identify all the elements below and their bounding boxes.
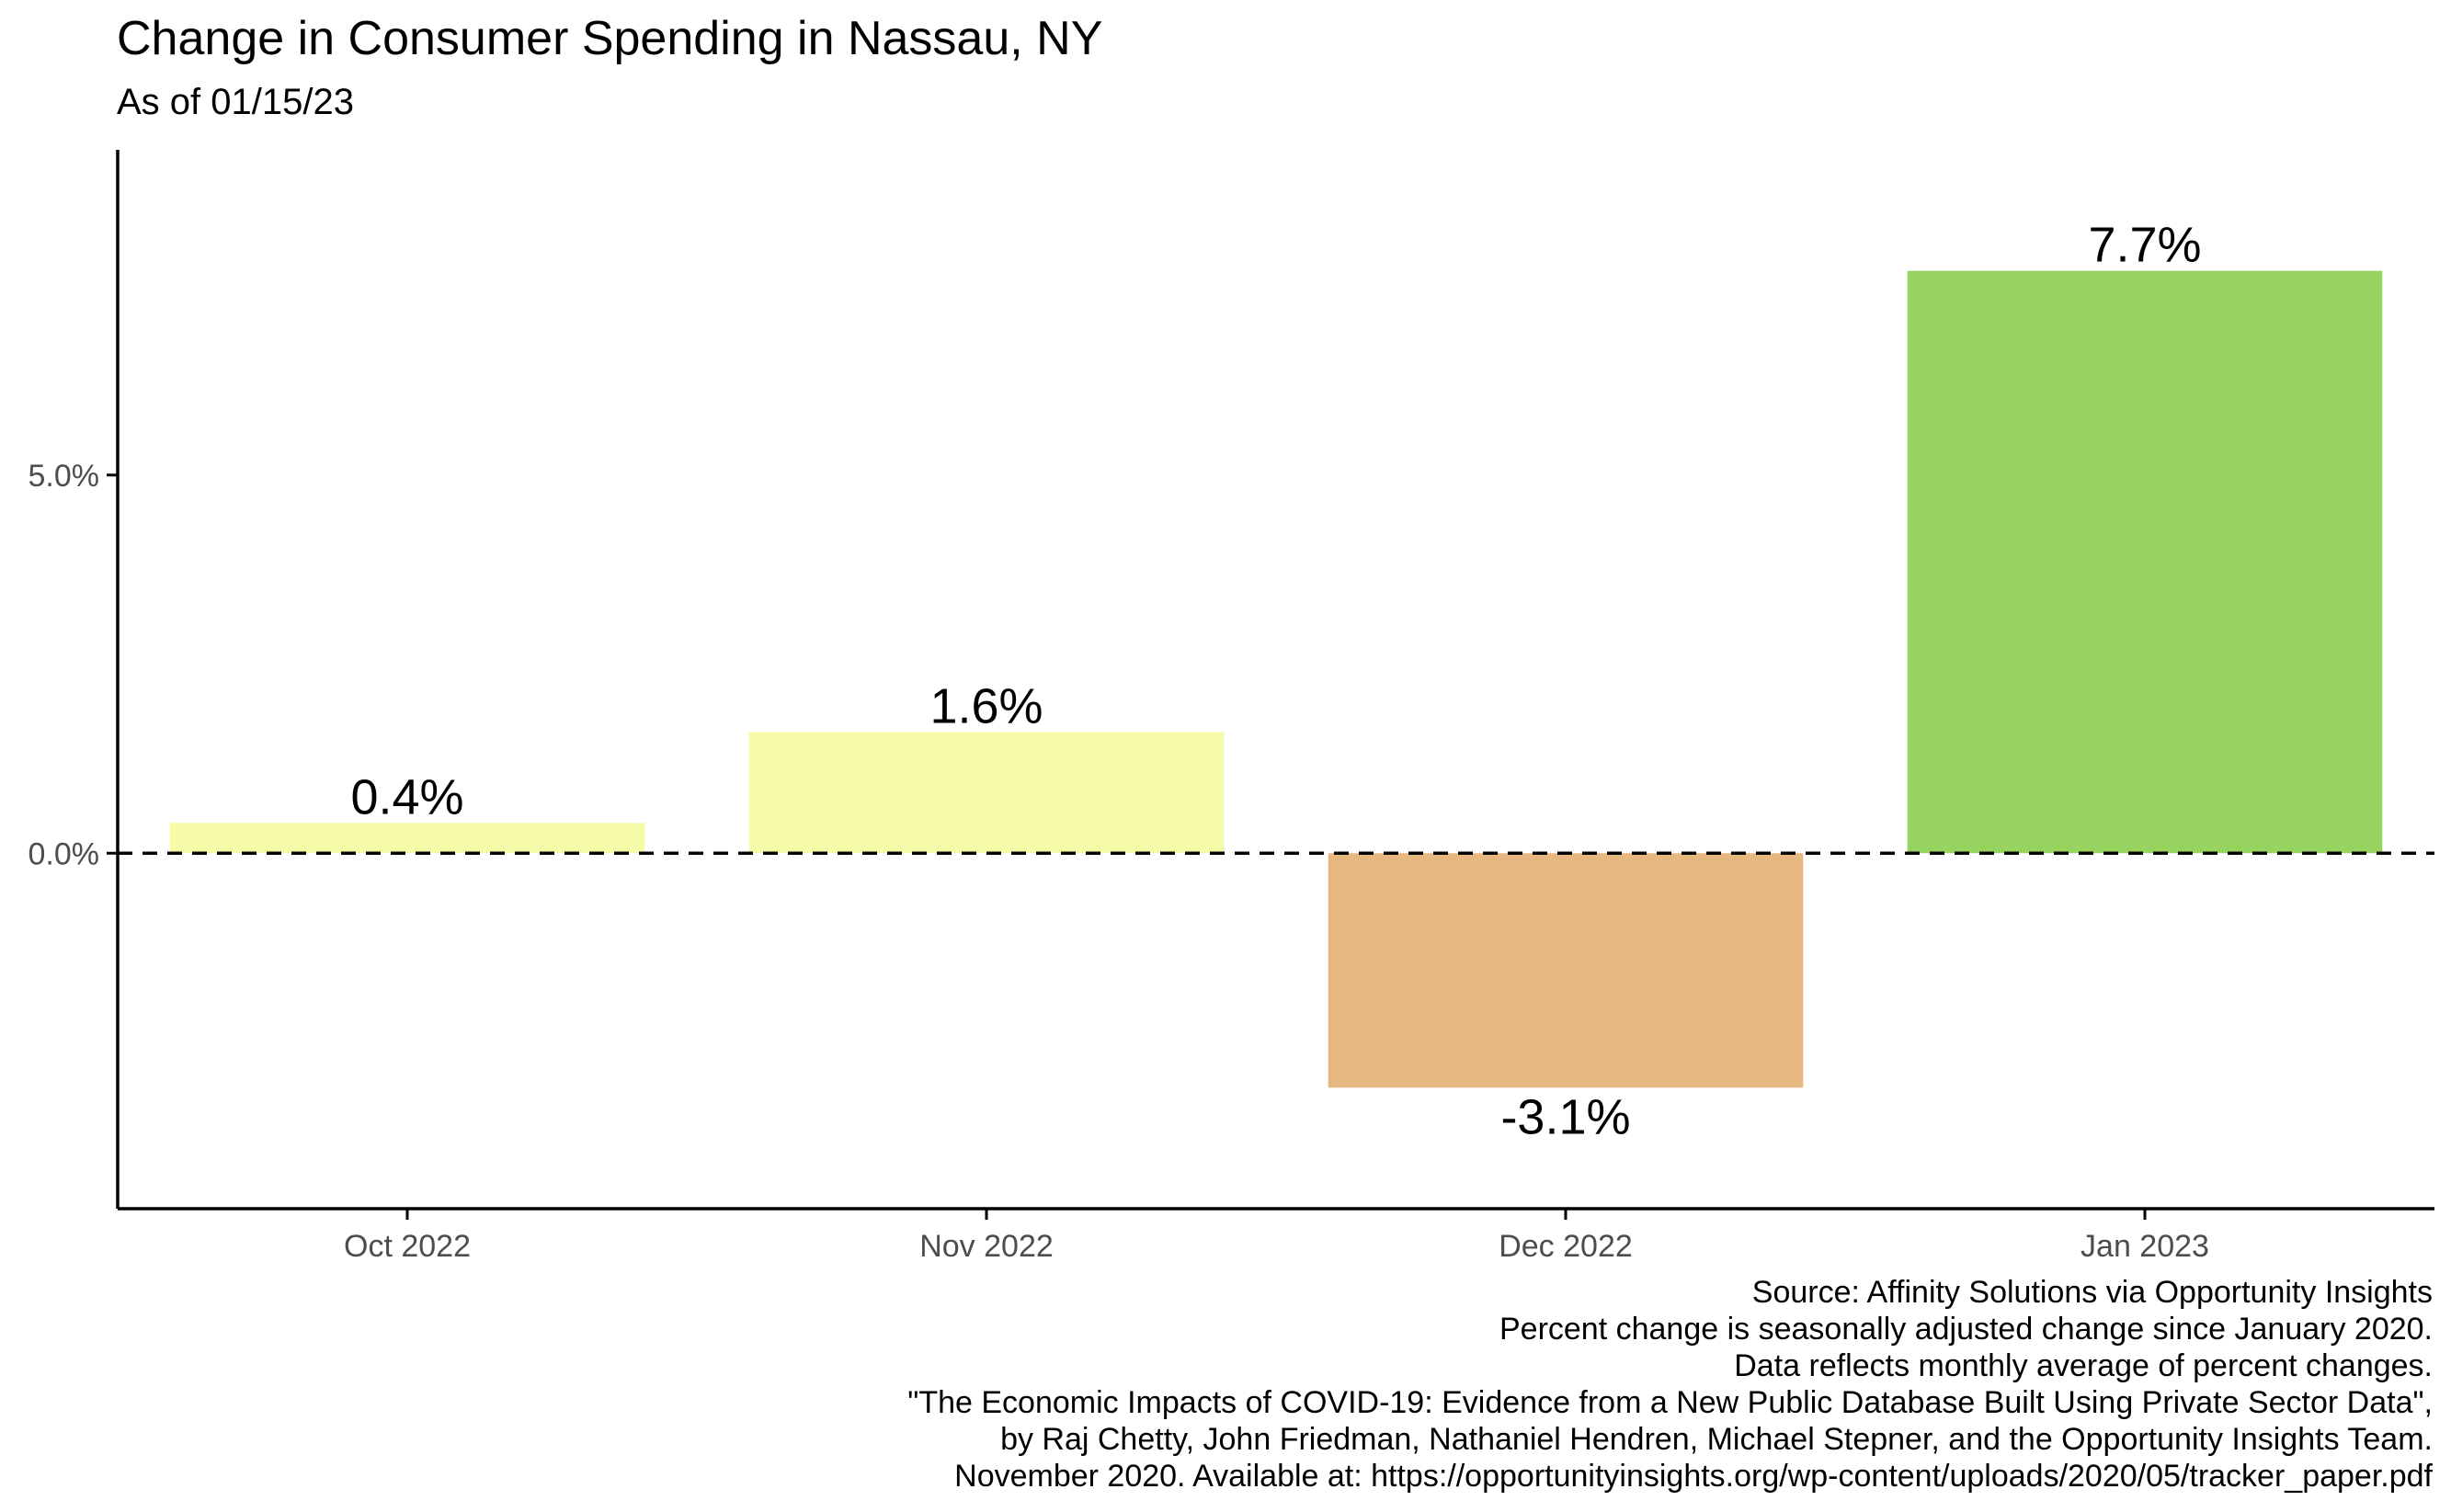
- caption-line-method: Percent change is seasonally adjusted ch…: [1499, 1312, 2433, 1347]
- data-label-dec-2022: -3.1%: [1500, 1089, 1630, 1144]
- data-label-nov-2022: 1.6%: [929, 679, 1043, 734]
- bar-dec-2022: [1328, 853, 1804, 1088]
- x-tick-label: Oct 2022: [344, 1229, 471, 1264]
- bar-chart: 0.0% 5.0% Oct 2022 Nov 2022 Dec 2022 Jan 2023…: [28, 150, 2434, 1264]
- data-label-jan-2023: 7.7%: [2088, 218, 2201, 273]
- x-tick-label: Jan 2023: [2080, 1229, 2209, 1264]
- bar-nov-2022: [748, 732, 1225, 854]
- data-label-oct-2022: 0.4%: [350, 769, 463, 824]
- chart-subtitle: As of 01/15/23: [117, 82, 354, 122]
- data-labels-layer: 0.4% 1.6% -3.1% 7.7%: [350, 218, 2201, 1145]
- y-tick-label: 5.0%: [28, 459, 100, 494]
- caption-line-citation-title: "The Economic Impacts of COVID-19: Evide…: [907, 1385, 2433, 1420]
- x-tick-label: Dec 2022: [1499, 1229, 1633, 1264]
- bars-layer: [169, 270, 2383, 1088]
- axes-layer: 0.0% 5.0% Oct 2022 Nov 2022 Dec 2022 Jan 2023: [28, 150, 2434, 1264]
- caption-line-source: Source: Affinity Solutions via Opportuni…: [1751, 1275, 2433, 1310]
- y-tick-label: 0.0%: [28, 836, 100, 871]
- caption-line-average: Data reflects monthly average of percent…: [1734, 1348, 2433, 1383]
- bar-oct-2022: [169, 823, 645, 854]
- chart-caption: Source: Affinity Solutions via Opportuni…: [907, 1274, 2433, 1495]
- bar-jan-2023: [1907, 270, 2383, 854]
- caption-line-citation-authors: by Raj Chetty, John Friedman, Nathaniel …: [1000, 1422, 2433, 1457]
- chart-title: Change in Consumer Spending in Nassau, N…: [117, 12, 1103, 65]
- x-tick-label: Nov 2022: [919, 1229, 1054, 1264]
- caption-line-citation-url: November 2020. Available at: https://opp…: [954, 1459, 2433, 1494]
